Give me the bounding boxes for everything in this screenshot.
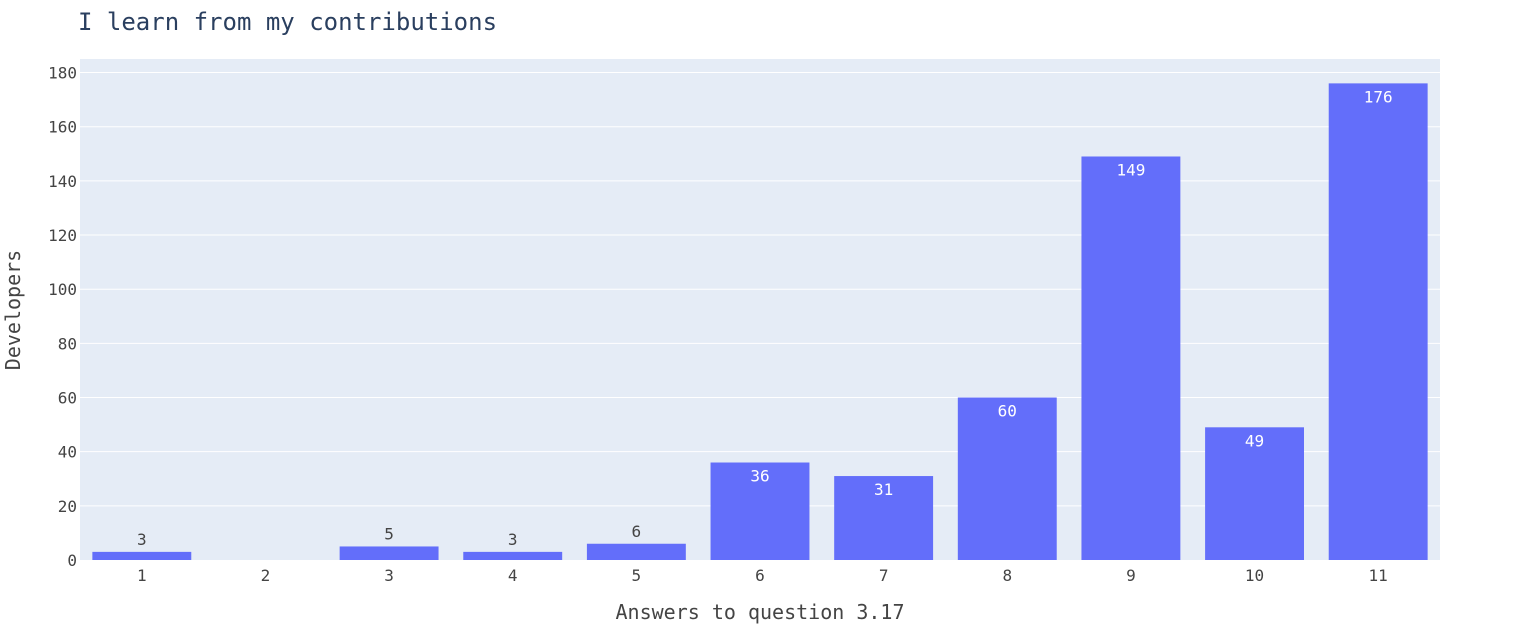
x-tick-label: 7 [879, 566, 889, 585]
bar [92, 551, 192, 560]
x-tick-label: 11 [1369, 566, 1388, 585]
bar [586, 543, 686, 560]
bar [463, 551, 563, 560]
x-tick-label: 5 [632, 566, 642, 585]
bars [92, 83, 1428, 561]
data-label: 3 [137, 530, 147, 549]
x-tick-label: 9 [1126, 566, 1136, 585]
x-axis-ticks: 1 2 3 4 5 6 7 8 9 10 11 [137, 566, 1388, 585]
y-tick-label: 80 [58, 334, 77, 353]
data-label: 3 [508, 530, 518, 549]
data-label: 176 [1364, 87, 1393, 106]
y-tick-label: 180 [48, 64, 77, 83]
y-tick-label: 0 [67, 551, 77, 570]
data-label: 6 [632, 522, 642, 541]
bar [957, 397, 1057, 560]
x-tick-label: 4 [508, 566, 518, 585]
data-label: 60 [998, 402, 1017, 421]
y-tick-label: 60 [58, 389, 77, 408]
x-tick-label: 1 [137, 566, 147, 585]
x-axis-title: Answers to question 3.17 [616, 600, 905, 624]
y-tick-label: 140 [48, 172, 77, 191]
bar [339, 546, 439, 560]
y-axis-ticks: 0 20 40 60 80 100 120 140 160 180 [48, 64, 77, 570]
bar [834, 476, 934, 560]
bar [1328, 83, 1428, 560]
x-tick-label: 2 [261, 566, 271, 585]
y-tick-label: 40 [58, 443, 77, 462]
x-tick-label: 10 [1245, 566, 1264, 585]
x-tick-label: 8 [1002, 566, 1012, 585]
gridlines [80, 72, 1440, 507]
x-tick-label: 6 [755, 566, 765, 585]
bar [710, 462, 810, 560]
chart-title: I learn from my contributions [78, 8, 497, 36]
y-tick-label: 120 [48, 226, 77, 245]
bar [1081, 156, 1181, 561]
data-label: 36 [750, 467, 769, 486]
y-tick-label: 160 [48, 118, 77, 137]
data-label: 149 [1116, 160, 1145, 179]
data-label: 49 [1245, 431, 1264, 450]
y-tick-label: 20 [58, 497, 77, 516]
x-tick-label: 3 [384, 566, 394, 585]
y-tick-label: 100 [48, 280, 77, 299]
y-axis-title: Developers [1, 250, 25, 370]
bar [1205, 427, 1304, 560]
data-label: 31 [874, 480, 893, 499]
data-label: 5 [384, 524, 394, 543]
